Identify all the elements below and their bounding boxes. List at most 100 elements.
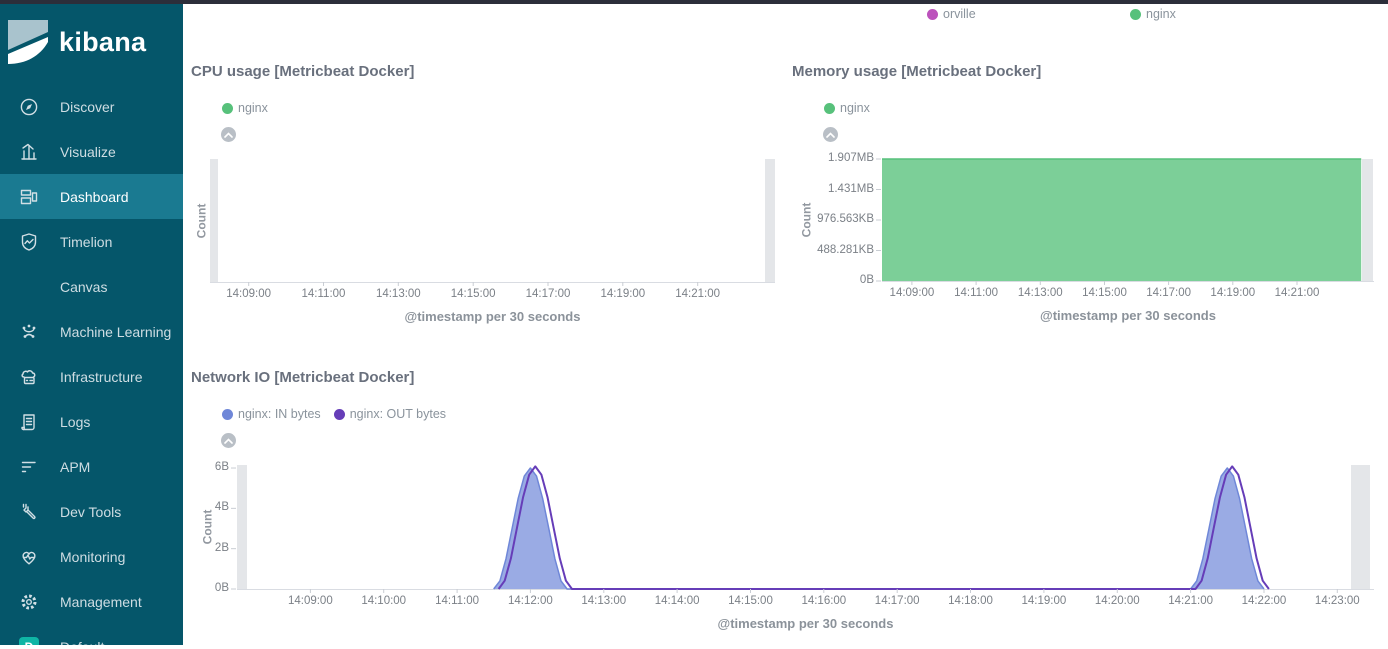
discover-icon [19,97,39,117]
chart-plot-area[interactable] [231,465,1374,593]
y-tick-label: 4B [214,501,229,514]
x-tick-label: 14:22:00 [1241,595,1287,607]
sidebar-item-logs[interactable]: Logs [0,399,183,444]
legend-item-nginx[interactable]: nginx [222,101,268,115]
legend-label: nginx: IN bytes [238,407,321,421]
x-tick-label: 14:13:00 [581,595,627,607]
sidebar-item-label: Logs [60,413,91,430]
panel-title: Network IO [Metricbeat Docker] [191,369,415,386]
panel-cpu-usage: CPU usage [Metricbeat Docker] nginx Count… [191,30,782,330]
legend-color-dot [927,8,938,20]
legend-item-nginx-out-bytes[interactable]: nginx: OUT bytes [333,407,446,421]
sidebar-item-management[interactable]: Management [0,579,183,624]
legend-collapse-button[interactable] [221,127,236,142]
chart-plot-area[interactable] [876,158,1374,285]
panel-title: CPU usage [Metricbeat Docker] [191,63,415,80]
panel-title: Memory usage [Metricbeat Docker] [792,63,1042,80]
x-tick-label: 14:21:00 [1274,287,1320,299]
y-tick-label: 1.907MB [827,152,874,164]
series-line-nginx-out-bytes [497,465,1270,590]
chevron-up-icon [826,131,835,138]
infrastructure-icon [19,367,39,387]
panel-memory-usage: Memory usage [Metricbeat Docker] nginx Co… [790,30,1388,330]
x-tick-label: 14:10:00 [361,595,407,607]
x-tick-label: 14:19:00 [600,288,646,300]
sidebar-item-infrastructure[interactable]: Infrastructure [0,354,183,399]
series-line-nginx-in-bytes [493,467,1265,590]
chevron-up-icon [224,437,233,444]
chart-legend: nginx: IN bytes nginx: OUT bytes [222,407,446,421]
default-space-badge: D [19,636,39,645]
x-tick-label: 14:17:00 [874,595,920,607]
x-axis-title: @timestamp per 30 seconds [717,616,894,631]
kibana-logo-icon [8,20,48,64]
top-navbar-edge [0,0,1388,4]
legend-collapse-button[interactable] [823,127,838,142]
sidebar-item-label: Discover [60,98,115,115]
legend-item-nginx-in-bytes[interactable]: nginx: IN bytes [222,407,321,421]
sidebar: kibana Discover Visualize Dashboard Timelio… [0,4,183,645]
legend-item-orville[interactable]: orville [927,7,976,21]
sidebar-item-label: Infrastructure [60,368,143,385]
legend-label: nginx [1146,7,1176,21]
legend-color-dot [824,102,835,114]
endzone-left [237,465,247,589]
endzone-right [1362,159,1373,281]
sidebar-item-label: Canvas [60,278,108,295]
sidebar-item-dashboard[interactable]: Dashboard [0,174,183,219]
y-tick-label: 976.563KB [817,213,874,225]
legend-color-dot [222,408,233,420]
legend-color-dot [1130,8,1141,20]
chart-legend: nginx [824,101,870,115]
kibana-logo[interactable]: kibana [0,4,183,68]
x-tick-label: 14:15:00 [728,595,773,607]
legend-collapse-button[interactable] [221,433,236,448]
endzone-left [210,159,218,282]
x-tick-label: 14:21:00 [675,288,721,300]
x-tick-label: 14:09:00 [287,595,333,607]
y-tick-label: 488.281KB [817,243,874,256]
sidebar-item-label: Timelion [60,233,113,250]
x-tick-label: 14:19:00 [1021,595,1067,607]
x-tick-label: 14:12:00 [508,595,553,607]
legend-item-nginx[interactable]: nginx [1130,7,1176,21]
sidebar-item-apm[interactable]: APM [0,444,183,489]
dashboard-canvas: orville nginx CPU usage [Metricbeat Docke… [183,4,1388,649]
canvas-icon [19,277,39,297]
x-tick-label: 14:17:00 [525,288,571,300]
x-tick-label: 14:23:00 [1314,595,1360,607]
timelion-icon [19,232,39,252]
sidebar-item-label: Dashboard [60,188,129,205]
legend-label: nginx [840,101,870,115]
sidebar-item-label: Visualize [60,143,116,160]
sidebar-item-visualize[interactable]: Visualize [0,129,183,174]
x-tick-label: 14:16:00 [801,595,847,607]
sidebar-item-monitoring[interactable]: Monitoring [0,534,183,579]
sidebar-item-canvas[interactable]: Canvas [0,264,183,309]
x-tick-label: 14:14:00 [654,595,700,607]
dev-tools-icon [19,502,39,522]
y-tick-label: 0B [859,274,874,286]
legend-label: nginx [238,101,268,115]
x-tick-label: 14:15:00 [450,288,496,300]
y-tick-label: 2B [214,541,229,554]
chart-plot-area[interactable] [210,159,775,286]
x-tick-label: 14:11:00 [435,595,480,607]
sidebar-item-label: Monitoring [60,548,126,565]
machine-learning-icon [19,322,39,342]
sidebar-item-default[interactable]: D Default [0,624,183,645]
y-axis-title: Count [194,203,208,238]
sidebar-item-machine-learning[interactable]: Machine Learning [0,309,183,354]
panel-network-io: Network IO [Metricbeat Docker] nginx: IN… [191,336,1388,649]
endzone-right [1351,465,1370,589]
sidebar-item-dev-tools[interactable]: Dev Tools [0,489,183,534]
y-tick-label: 6B [214,461,229,474]
sidebar-item-timelion[interactable]: Timelion [0,219,183,264]
default-space-badge: D [19,636,39,645]
chart-svg [231,465,1338,593]
sidebar-item-discover[interactable]: Discover [0,84,183,129]
chart-svg [876,158,1362,285]
sidebar-item-label: Management [60,593,142,610]
legend-item-nginx[interactable]: nginx [824,101,870,115]
x-tick-label: 14:18:00 [948,595,993,607]
